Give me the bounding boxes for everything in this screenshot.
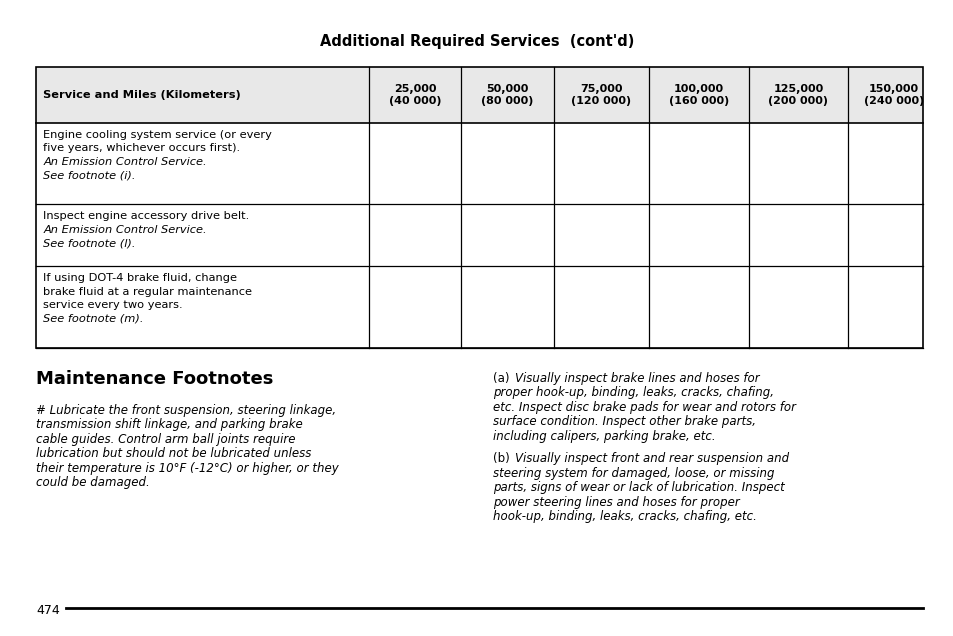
Text: hook-up, binding, leaks, cracks, chafing, etc.: hook-up, binding, leaks, cracks, chafing… [493,511,757,523]
Text: 75,000
(120 000): 75,000 (120 000) [571,84,631,106]
Text: Visually inspect brake lines and hoses for: Visually inspect brake lines and hoses f… [515,372,759,385]
Text: surface condition. Inspect other brake parts,: surface condition. Inspect other brake p… [493,415,756,429]
Text: (b): (b) [493,452,510,466]
Text: (a): (a) [493,372,509,385]
Text: 50,000
(80 000): 50,000 (80 000) [480,84,533,106]
Text: 150,000
(240 000): 150,000 (240 000) [863,84,923,106]
Text: # Lubricate the front suspension, steering linkage,: # Lubricate the front suspension, steeri… [36,404,336,417]
Text: An Emission Control Service.: An Emission Control Service. [43,225,207,235]
Text: proper hook-up, binding, leaks, cracks, chafing,: proper hook-up, binding, leaks, cracks, … [493,387,773,399]
Text: parts, signs of wear or lack of lubrication. Inspect: parts, signs of wear or lack of lubricat… [493,481,784,494]
Text: 25,000
(40 000): 25,000 (40 000) [389,84,441,106]
Text: service every two years.: service every two years. [43,300,183,310]
Text: Maintenance Footnotes: Maintenance Footnotes [36,370,274,388]
Text: Inspect engine accessory drive belt.: Inspect engine accessory drive belt. [43,211,250,221]
Text: steering system for damaged, loose, or missing: steering system for damaged, loose, or m… [493,467,774,480]
Text: could be damaged.: could be damaged. [36,476,150,489]
Text: Visually inspect front and rear suspension and: Visually inspect front and rear suspensi… [515,452,788,466]
Bar [36,67,923,348]
Text: 100,000
(160 000): 100,000 (160 000) [668,84,728,106]
Text: See footnote (l).: See footnote (l). [43,238,135,248]
Bar [36,67,923,123]
Text: Engine cooling system service (or every: Engine cooling system service (or every [43,130,272,140]
Text: Additional Required Services  (cont'd): Additional Required Services (cont'd) [319,34,634,49]
Text: power steering lines and hoses for proper: power steering lines and hoses for prope… [493,496,740,509]
Text: cable guides. Control arm ball joints require: cable guides. Control arm ball joints re… [36,433,295,446]
Text: Service and Miles (Kilometers): Service and Miles (Kilometers) [43,90,241,100]
Text: If using DOT-4 brake fluid, change: If using DOT-4 brake fluid, change [43,273,237,284]
Text: 125,000
(200 000): 125,000 (200 000) [767,84,827,106]
Text: transmission shift linkage, and parking brake: transmission shift linkage, and parking … [36,418,303,431]
Text: five years, whichever occurs first).: five years, whichever occurs first). [43,143,240,153]
Text: 474: 474 [36,604,60,617]
Text: An Emission Control Service.: An Emission Control Service. [43,156,207,167]
Text: brake fluid at a regular maintenance: brake fluid at a regular maintenance [43,287,252,297]
Text: including calipers, parking brake, etc.: including calipers, parking brake, etc. [493,430,715,443]
Text: etc. Inspect disc brake pads for wear and rotors for: etc. Inspect disc brake pads for wear an… [493,401,796,414]
Text: See footnote (i).: See footnote (i). [43,170,135,180]
Text: See footnote (m).: See footnote (m). [43,314,144,324]
Text: their temperature is 10°F (-12°C) or higher, or they: their temperature is 10°F (-12°C) or hig… [36,462,338,475]
Text: lubrication but should not be lubricated unless: lubrication but should not be lubricated… [36,447,312,460]
